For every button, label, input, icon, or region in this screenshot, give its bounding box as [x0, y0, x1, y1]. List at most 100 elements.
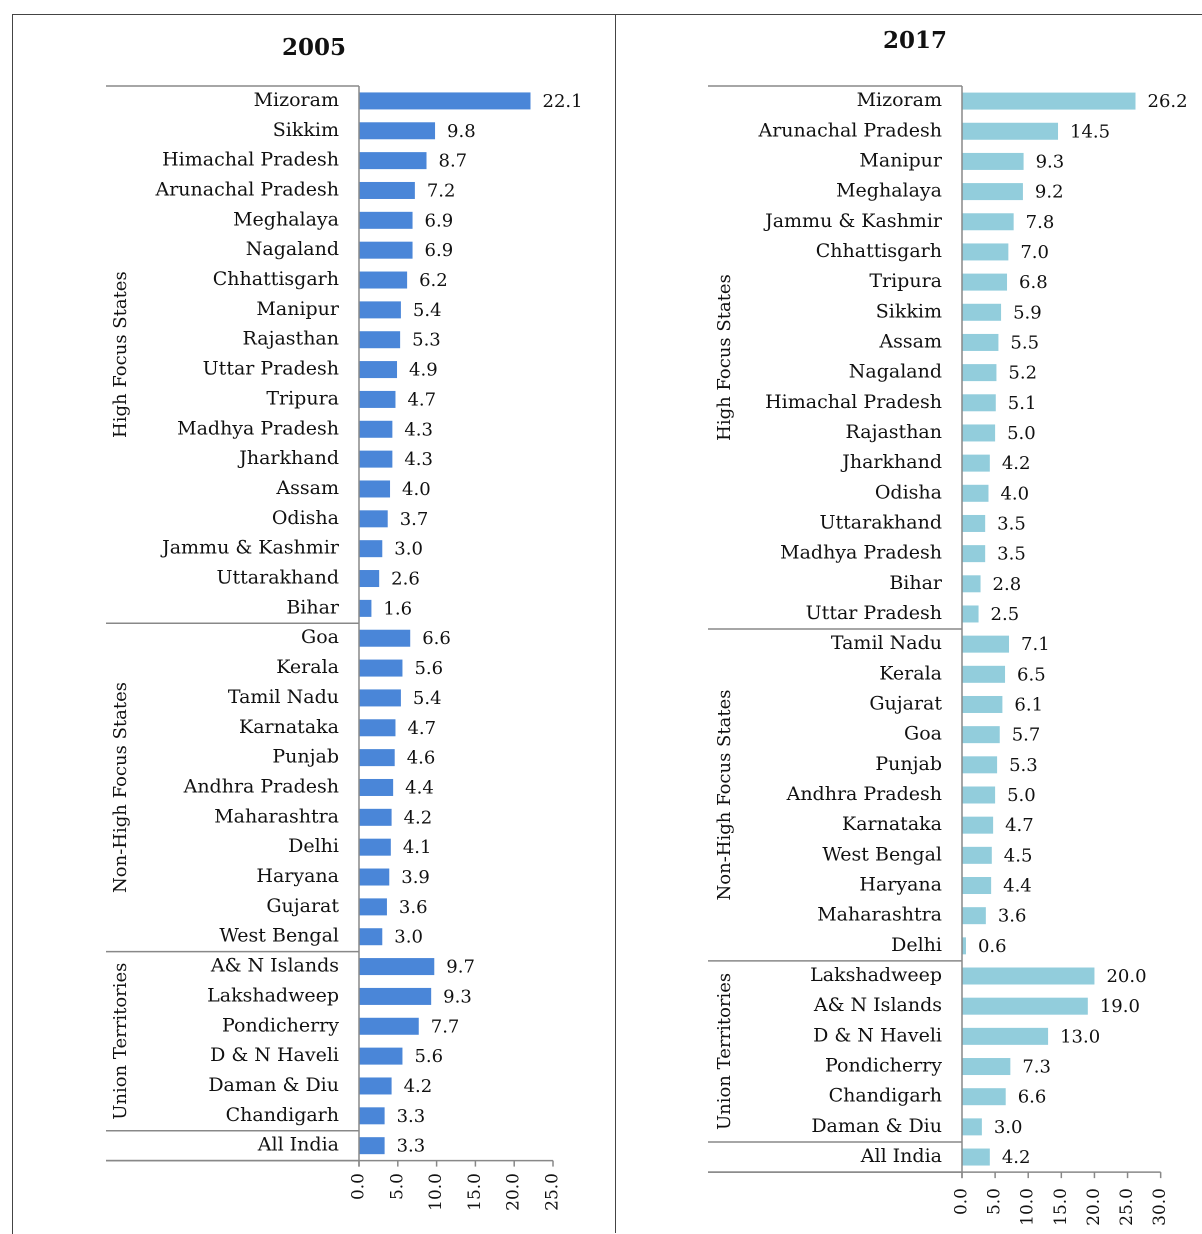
data-label: 3.5 [997, 544, 1026, 565]
bar [962, 937, 966, 955]
bar [359, 331, 401, 349]
category-label: Sikkim [876, 300, 942, 322]
data-label: 2.8 [993, 574, 1022, 595]
data-label: 5.9 [1013, 302, 1042, 323]
bar [962, 1088, 1006, 1106]
category-label: Arunachal Pradesh [757, 119, 942, 141]
bar [962, 786, 996, 804]
data-label: 4.2 [1002, 1147, 1031, 1168]
data-label: 9.3 [443, 986, 472, 1007]
x-tick-label: 0.0 [349, 1173, 369, 1200]
data-label: 6.6 [1018, 1087, 1047, 1108]
category-label: Manipur [256, 298, 339, 320]
data-label: 5.5 [1010, 332, 1039, 353]
bar [962, 122, 1059, 140]
data-label: 4.2 [1002, 453, 1031, 474]
data-label: 3.7 [400, 509, 429, 530]
category-label: Tripura [266, 387, 339, 409]
category-label: Daman & Diu [208, 1074, 339, 1096]
bar [359, 211, 413, 229]
data-label: 20.0 [1106, 966, 1146, 987]
data-label: 5.6 [414, 658, 443, 679]
chart-title: 2005 [282, 34, 346, 61]
data-label: 9.3 [1036, 151, 1065, 172]
category-label: Manipur [859, 149, 942, 171]
bar [962, 424, 996, 442]
data-label: 1.6 [383, 598, 412, 619]
x-tick-label: 15.0 [1051, 1188, 1071, 1226]
data-label: 9.8 [447, 121, 476, 142]
category-label: Madhya Pradesh [780, 542, 942, 564]
category-label: Gujarat [869, 692, 942, 714]
bar [359, 271, 408, 289]
data-label: 3.6 [399, 897, 428, 918]
bar [962, 152, 1024, 170]
figure-frame [12, 14, 1202, 1234]
category-label: West Bengal [822, 843, 942, 865]
category-label: Kerala [879, 662, 942, 684]
bar [359, 958, 435, 976]
data-label: 4.1 [403, 837, 432, 858]
bar [962, 243, 1009, 261]
bar [359, 122, 436, 140]
bar [962, 1058, 1011, 1076]
data-label: 6.6 [422, 628, 451, 649]
category-label: Madhya Pradesh [177, 417, 339, 439]
bar [962, 816, 994, 834]
bar [962, 183, 1023, 201]
data-label: 4.4 [405, 777, 434, 798]
bar [359, 659, 403, 677]
bar [359, 510, 388, 528]
category-label: Chhattisgarh [816, 240, 942, 262]
category-label: Jammu & Kashmir [763, 210, 943, 232]
data-label: 8.7 [439, 151, 468, 172]
bar [359, 719, 396, 737]
bar [359, 450, 393, 468]
category-label: Andhra Pradesh [786, 783, 942, 805]
bar [359, 808, 392, 826]
bar [962, 545, 986, 563]
category-label: Jharkhand [840, 451, 942, 473]
bar [962, 213, 1014, 231]
data-label: 5.0 [1007, 423, 1036, 444]
bar [962, 756, 998, 774]
category-label: Tamil Nadu [228, 686, 339, 708]
category-label: Chandigarh [226, 1104, 339, 1126]
category-label: Pondicherry [825, 1055, 942, 1077]
bar [359, 868, 390, 886]
bar [962, 726, 1000, 744]
bar [962, 1118, 982, 1136]
data-label: 5.7 [1012, 725, 1041, 746]
bar [359, 540, 383, 558]
bar [962, 454, 990, 472]
category-label: Meghalaya [233, 208, 339, 230]
data-label: 4.2 [404, 807, 433, 828]
data-label: 4.0 [1000, 483, 1029, 504]
data-label: 3.9 [401, 867, 430, 888]
data-label: 4.6 [407, 748, 436, 769]
data-label: 5.4 [413, 300, 442, 321]
bar [359, 778, 394, 796]
x-tick-label: 10.0 [426, 1173, 446, 1211]
bar [359, 181, 415, 199]
category-label: Himachal Pradesh [162, 149, 339, 171]
category-label: Maharashtra [214, 805, 339, 827]
data-label: 6.1 [1014, 694, 1043, 715]
category-label: Andhra Pradesh [183, 775, 339, 797]
data-label: 5.2 [1008, 363, 1037, 384]
group-label: Union Territories [714, 973, 735, 1130]
bar [962, 635, 1010, 653]
category-label: Himachal Pradesh [765, 391, 942, 413]
category-label: All India [257, 1134, 339, 1156]
data-label: 13.0 [1060, 1026, 1100, 1047]
category-label: Haryana [256, 865, 339, 887]
x-tick-label: 25.0 [543, 1173, 563, 1211]
data-label: 6.2 [419, 270, 448, 291]
data-label: 7.7 [431, 1016, 460, 1037]
data-label: 5.3 [412, 330, 441, 351]
category-label: Delhi [288, 835, 339, 857]
data-label: 3.6 [998, 906, 1027, 927]
bar [359, 420, 393, 438]
category-label: Karnataka [842, 813, 942, 835]
